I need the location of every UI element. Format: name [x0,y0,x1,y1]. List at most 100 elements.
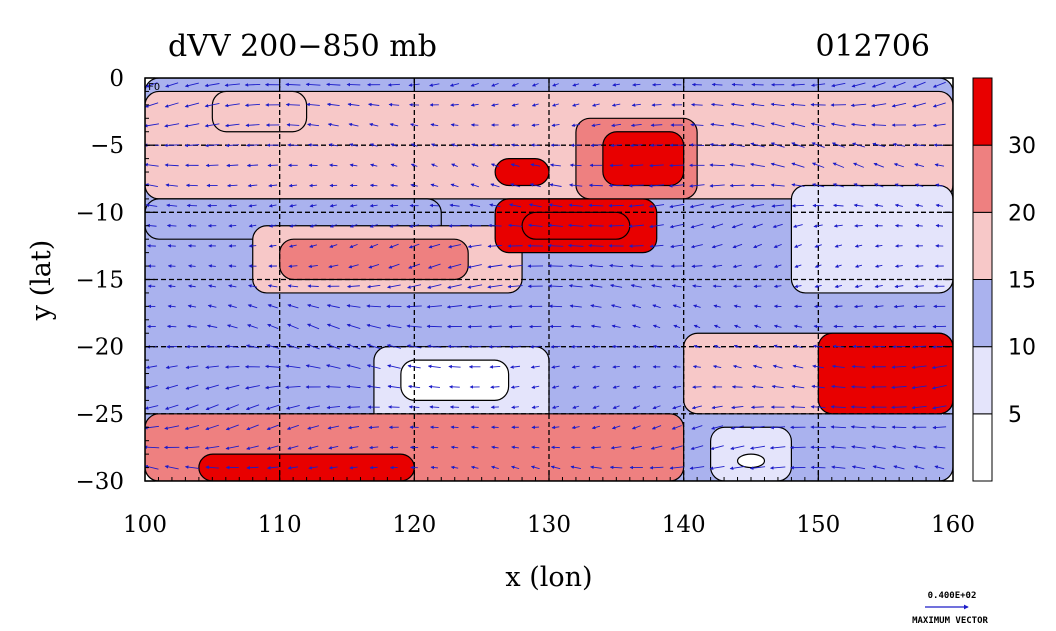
wind-vector [632,344,641,349]
wind-vector [269,224,277,228]
wind-vector [588,183,603,188]
wind-vector [648,184,665,188]
wind-vector [551,385,560,389]
wind-vector [753,324,762,329]
wind-vector [592,103,600,107]
field-region-northwest-pocket [211,90,308,133]
y-tick-label: −15 [75,268,124,294]
wind-vector [428,384,440,389]
wind-vector [430,183,439,188]
wind-vector [712,364,722,369]
wind-vector [913,304,925,309]
wind-vector [770,142,785,148]
wind-vector [891,102,907,108]
wind-vector [611,103,621,107]
wind-vector [590,324,601,329]
wind-vector [327,122,339,127]
wind-vector [874,264,883,268]
wind-vector [672,405,682,410]
wind-vector [309,244,318,248]
wind-vector [933,445,946,449]
y-axis: 0 −5 −10 −15 −20 −25 −30 [75,66,953,495]
wind-vector [349,203,358,208]
wind-vector [673,344,681,349]
wind-vector [511,445,519,450]
wind-vector [306,405,320,410]
wind-vector [731,82,744,87]
wind-vector [672,364,681,369]
wind-vector [591,365,600,369]
wind-vector [289,203,297,208]
wind-vector [467,305,483,309]
wind-vector [164,123,180,128]
wind-vector [612,385,620,389]
wind-vector [491,445,499,450]
wind-vector [346,304,361,308]
wind-vector [569,304,582,308]
wind-vector [730,122,745,127]
wind-vector [915,203,923,208]
wind-vector [591,123,601,128]
wind-vector [814,284,822,289]
wind-vector [550,344,561,349]
wind-vector [366,343,381,350]
wind-vector [850,103,867,108]
wind-vector [430,445,439,450]
wind-vector [713,344,721,349]
wind-vector [851,82,866,88]
wind-vector [709,184,725,188]
wind-vector [530,465,540,470]
wind-vector [932,123,946,128]
wind-vector [426,304,442,309]
wind-vector [508,223,523,228]
wind-vector [892,345,906,349]
wind-vector [326,323,340,330]
wind-vector [267,466,279,470]
wind-vector [165,365,178,370]
wind-vector [487,284,503,289]
wind-vector [428,224,440,228]
wind-vector [185,384,199,390]
wind-vector [347,425,360,430]
wind-vector [590,465,602,470]
wind-vector [895,244,903,248]
wind-vector [325,384,341,389]
wind-vector [530,163,541,167]
wind-vector [872,324,885,329]
wind-vector [832,183,844,188]
wind-vector [729,466,745,471]
wind-vector [227,203,237,208]
wind-vector [507,264,523,269]
wind-vector [490,465,499,470]
wind-vector [369,465,378,470]
wind-vector [893,465,905,470]
wind-vector [265,385,281,390]
wind-vector [227,304,237,309]
wind-vector [145,163,159,167]
wind-vector [752,223,763,229]
y-tick-label: −25 [75,402,124,428]
wind-vector [467,244,482,249]
wind-vector [346,323,361,329]
wind-vector [164,163,179,167]
wind-vector [329,224,337,228]
wind-vector [812,364,825,369]
colorbar-segment [972,77,993,146]
colorbar-tick-label: 10 [1008,336,1036,361]
wind-vector [793,324,803,329]
wind-vector [307,303,320,309]
wind-vector [165,384,179,390]
wind-vector [732,243,743,249]
wind-vector [651,284,662,288]
wind-vector [387,384,401,389]
wind-vector [853,183,864,188]
colorbar-segment [972,346,993,415]
wind-vector [145,385,158,390]
wind-vector [431,163,438,167]
max-vector-caption: MAXIMUM VECTOR [912,616,988,626]
wind-vector [831,384,846,389]
wind-vector [287,284,299,288]
wind-vector [427,344,442,349]
wind-vector [508,324,522,329]
wind-vector [931,365,947,370]
